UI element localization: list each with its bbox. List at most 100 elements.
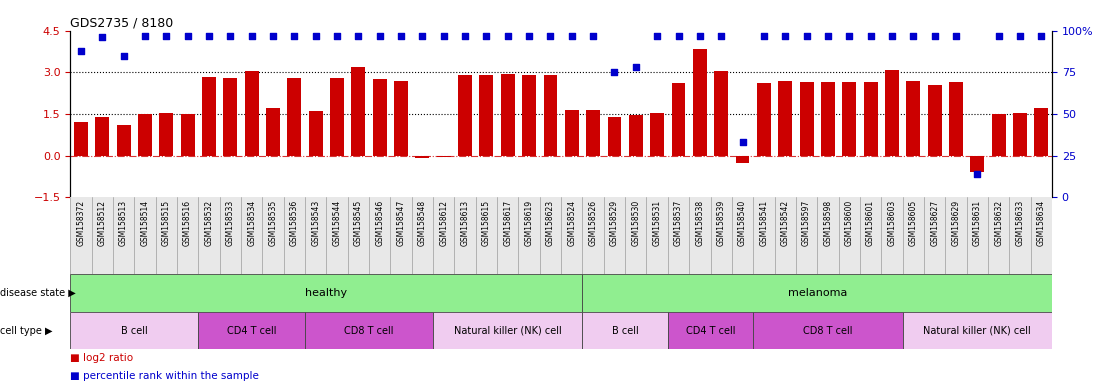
Bar: [629, 116, 643, 156]
Text: GSM158631: GSM158631: [973, 200, 982, 246]
Text: Natural killer (NK) cell: Natural killer (NK) cell: [454, 326, 562, 336]
Bar: [689, 197, 711, 274]
Bar: [774, 197, 796, 274]
Point: [456, 33, 474, 39]
Text: GSM158515: GSM158515: [161, 200, 171, 246]
Text: GSM158612: GSM158612: [439, 200, 449, 246]
Bar: [262, 197, 284, 274]
Bar: [543, 75, 557, 156]
Point: [434, 33, 452, 39]
Bar: [693, 49, 706, 156]
Bar: [134, 197, 156, 274]
Bar: [583, 197, 603, 274]
Bar: [603, 197, 625, 274]
Bar: [91, 197, 113, 274]
Text: GSM158603: GSM158603: [887, 200, 896, 246]
Bar: [369, 197, 391, 274]
Bar: [583, 274, 1052, 312]
Bar: [1034, 109, 1049, 156]
Bar: [796, 197, 817, 274]
Text: GSM158533: GSM158533: [226, 200, 235, 246]
Text: GSM158535: GSM158535: [269, 200, 278, 246]
Text: CD8 T cell: CD8 T cell: [803, 326, 852, 336]
Text: GSM158539: GSM158539: [716, 200, 726, 246]
Point: [585, 33, 602, 39]
Text: GSM158634: GSM158634: [1037, 200, 1045, 246]
Bar: [608, 117, 621, 156]
Point: [648, 33, 666, 39]
Point: [350, 33, 367, 39]
Bar: [586, 110, 600, 156]
Text: GSM158633: GSM158633: [1016, 200, 1025, 246]
Point: [606, 70, 623, 76]
Text: GSM158372: GSM158372: [77, 200, 86, 246]
Bar: [565, 110, 579, 156]
Point: [712, 33, 730, 39]
Text: Natural killer (NK) cell: Natural killer (NK) cell: [924, 326, 1031, 336]
Text: GSM158537: GSM158537: [674, 200, 683, 246]
Bar: [245, 71, 259, 156]
Point: [222, 33, 239, 39]
Text: cell type ▶: cell type ▶: [0, 326, 53, 336]
Point: [670, 33, 688, 39]
Bar: [732, 197, 754, 274]
Text: B cell: B cell: [121, 326, 148, 336]
Point: [905, 33, 923, 39]
Text: GSM158529: GSM158529: [610, 200, 619, 246]
Point: [883, 33, 901, 39]
Bar: [70, 274, 583, 312]
Bar: [156, 197, 177, 274]
Point: [926, 33, 943, 39]
Text: disease state ▶: disease state ▶: [0, 288, 76, 298]
Text: GSM158623: GSM158623: [546, 200, 555, 246]
Bar: [625, 197, 646, 274]
Bar: [479, 75, 494, 156]
Text: healthy: healthy: [305, 288, 348, 298]
Point: [862, 33, 880, 39]
Text: GSM158629: GSM158629: [951, 200, 961, 246]
Bar: [459, 75, 472, 156]
Bar: [348, 197, 369, 274]
Text: GSM158619: GSM158619: [524, 200, 533, 246]
Point: [1011, 33, 1029, 39]
Bar: [736, 156, 749, 163]
Bar: [284, 197, 305, 274]
Bar: [73, 122, 88, 156]
Bar: [519, 197, 540, 274]
Bar: [287, 78, 302, 156]
Bar: [181, 114, 194, 156]
Point: [242, 33, 260, 39]
Bar: [305, 312, 433, 349]
Bar: [199, 197, 219, 274]
Point: [414, 33, 431, 39]
Bar: [70, 312, 199, 349]
Text: GSM158530: GSM158530: [631, 200, 641, 246]
Bar: [219, 197, 241, 274]
Point: [969, 171, 986, 177]
Text: GSM158547: GSM158547: [396, 200, 406, 246]
Bar: [199, 312, 305, 349]
Bar: [326, 197, 348, 274]
Bar: [373, 79, 386, 156]
Bar: [863, 82, 878, 156]
Bar: [949, 82, 963, 156]
Point: [72, 48, 90, 54]
Point: [691, 33, 709, 39]
Point: [947, 33, 964, 39]
Bar: [70, 197, 91, 274]
Bar: [885, 70, 898, 156]
Bar: [671, 83, 686, 156]
Bar: [522, 75, 536, 156]
Text: GSM158531: GSM158531: [653, 200, 661, 246]
Text: GSM158536: GSM158536: [290, 200, 298, 246]
Bar: [966, 197, 988, 274]
Text: GSM158543: GSM158543: [312, 200, 320, 246]
Bar: [583, 312, 668, 349]
Bar: [838, 197, 860, 274]
Text: GSM158548: GSM158548: [418, 200, 427, 246]
Point: [542, 33, 559, 39]
Text: GSM158514: GSM158514: [140, 200, 149, 246]
Text: GSM158540: GSM158540: [738, 200, 747, 246]
Point: [777, 33, 794, 39]
Point: [307, 33, 325, 39]
